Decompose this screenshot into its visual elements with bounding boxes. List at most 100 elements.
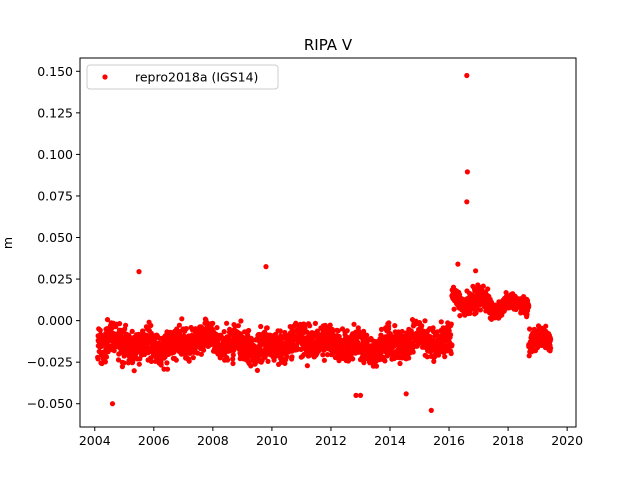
data-point (335, 328, 341, 334)
data-point (449, 342, 455, 348)
y-tick-label: 0.000 (37, 313, 73, 328)
data-point (399, 328, 405, 335)
data-point (198, 351, 204, 357)
data-point (526, 303, 532, 309)
x-axis: 2004 2006 2008 2010 2012 2014 2016 2018 2020 (79, 427, 583, 448)
x-tick-label: 2008 (197, 433, 229, 448)
data-point (284, 354, 290, 360)
data-point (264, 325, 270, 331)
data-point (164, 360, 170, 366)
data-point (448, 332, 454, 338)
data-point (353, 392, 359, 398)
data-point (327, 322, 333, 328)
data-point (464, 72, 470, 79)
data-point (422, 318, 428, 324)
data-point (183, 326, 189, 332)
data-point (95, 356, 101, 362)
data-point (230, 360, 236, 367)
legend-marker (102, 74, 108, 80)
data-point (321, 357, 327, 363)
data-point (548, 345, 554, 351)
data-point (548, 337, 554, 343)
x-tick-label: 2016 (433, 433, 465, 448)
data-point (176, 322, 182, 328)
data-point (378, 326, 385, 332)
data-point (527, 326, 533, 332)
data-point (136, 361, 142, 367)
data-point (230, 356, 236, 362)
x-tick-label: 2012 (315, 433, 347, 448)
data-point (424, 354, 430, 360)
data-point (351, 321, 357, 327)
data-point (97, 327, 103, 333)
data-point (419, 323, 425, 329)
data-point (473, 310, 479, 316)
data-point (373, 363, 380, 369)
data-point (221, 329, 227, 335)
data-point (164, 366, 171, 372)
y-tick-label: −0.025 (27, 355, 73, 370)
plot-frame (79, 57, 577, 428)
data-point (403, 391, 409, 397)
data-point (455, 261, 461, 267)
data-point (410, 349, 416, 355)
x-tick-label: 2018 (492, 433, 524, 448)
data-point (361, 360, 367, 366)
data-point (225, 357, 231, 363)
data-point (103, 354, 110, 360)
chart-title: RIPA V (304, 36, 353, 54)
data-point (480, 283, 486, 289)
x-tick-label: 2014 (374, 433, 406, 448)
data-point (397, 360, 403, 367)
y-axis-label: m (0, 237, 15, 249)
data-point (448, 321, 454, 327)
data-point (173, 357, 179, 363)
data-point (265, 358, 271, 364)
data-point (428, 407, 434, 413)
y-tick-label: 0.050 (37, 230, 73, 245)
data-point (364, 332, 370, 338)
data-point (457, 313, 463, 319)
data-point (392, 323, 398, 329)
x-tick-label: 2004 (79, 433, 111, 448)
data-point (485, 286, 491, 292)
legend: repro2018a (IGS14) (86, 64, 279, 90)
data-point (129, 328, 135, 334)
scatter-points (95, 72, 554, 413)
data-point (406, 355, 412, 361)
data-point (289, 354, 295, 360)
x-tick-label: 2006 (138, 433, 170, 448)
data-point (210, 320, 216, 326)
data-point (179, 316, 185, 322)
data-point (115, 357, 122, 363)
data-point (248, 363, 254, 369)
data-point (330, 327, 336, 333)
data-point (121, 360, 127, 366)
data-point (230, 352, 236, 358)
data-point (438, 319, 444, 325)
x-tick-label: 2010 (256, 433, 288, 448)
data-point (109, 401, 116, 407)
data-point (214, 325, 220, 331)
data-point (477, 307, 483, 313)
data-point (201, 347, 207, 353)
y-tick-label: −0.050 (27, 396, 73, 411)
data-point (224, 320, 230, 326)
data-point (148, 358, 154, 364)
data-point (320, 352, 326, 358)
y-axis: −0.050 −0.025 0.000 0.025 0.050 0.075 0.100 0.1… (27, 64, 80, 411)
data-point (386, 326, 392, 332)
data-point (148, 322, 154, 329)
data-point (186, 358, 192, 364)
data-point (130, 359, 136, 365)
data-point (263, 264, 269, 270)
data-point (488, 299, 495, 305)
data-point (344, 328, 350, 334)
data-point (290, 329, 296, 335)
data-point (427, 334, 433, 340)
y-tick-label: 0.075 (37, 188, 73, 203)
data-point (117, 321, 123, 327)
data-point (464, 169, 470, 175)
data-point (386, 320, 392, 326)
data-point (304, 363, 310, 369)
